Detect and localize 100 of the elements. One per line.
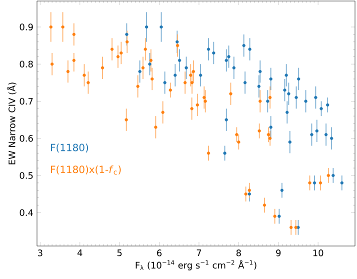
point xyxy=(284,74,288,77)
x-tick-label: 5 xyxy=(117,250,122,256)
point xyxy=(262,204,266,207)
point xyxy=(318,181,322,184)
point xyxy=(258,100,262,103)
point xyxy=(310,133,314,136)
point xyxy=(168,88,172,92)
point xyxy=(190,107,194,110)
point xyxy=(161,110,164,114)
point xyxy=(315,129,318,133)
point xyxy=(294,226,298,230)
point xyxy=(248,48,252,51)
y-axis-title: EW Narrow CIV (Å) xyxy=(6,82,16,164)
point xyxy=(189,74,192,77)
point xyxy=(244,192,248,196)
point xyxy=(223,152,226,155)
point xyxy=(184,66,188,70)
point xyxy=(100,66,104,70)
point xyxy=(312,181,316,184)
point xyxy=(110,48,114,51)
point xyxy=(326,174,330,178)
point xyxy=(150,77,154,81)
point xyxy=(248,192,251,196)
point xyxy=(126,40,129,44)
x-tick-label: 7 xyxy=(196,250,202,256)
y-tick-label: 0.9 xyxy=(20,24,33,30)
point xyxy=(176,40,179,44)
point xyxy=(232,66,236,70)
y-tick-label: 0.6 xyxy=(20,134,33,142)
point xyxy=(248,188,251,192)
y-tick-label: 0.5 xyxy=(20,172,33,179)
x-tick-label: 9 xyxy=(276,250,281,256)
point xyxy=(304,100,308,103)
x-tick-label: 10 xyxy=(313,250,324,256)
point xyxy=(273,214,276,218)
point xyxy=(229,92,232,96)
point xyxy=(289,226,293,230)
point xyxy=(266,100,270,103)
point xyxy=(141,66,145,70)
y-tick-label: 0.8 xyxy=(20,60,33,68)
point xyxy=(49,25,52,29)
point xyxy=(202,96,206,100)
point xyxy=(269,126,272,129)
point xyxy=(116,55,120,58)
y-tick-label: 0.7 xyxy=(20,98,33,105)
point xyxy=(50,62,54,66)
y-tick-label: 0.4 xyxy=(20,209,33,216)
point xyxy=(125,32,128,36)
point xyxy=(72,32,76,36)
point xyxy=(212,51,216,55)
x-tick-label: 4 xyxy=(77,250,82,256)
point xyxy=(280,188,284,192)
point xyxy=(86,81,90,84)
point xyxy=(286,110,289,114)
point xyxy=(296,226,300,230)
point xyxy=(224,118,228,122)
point xyxy=(340,181,344,184)
x-tick-label: 8 xyxy=(236,250,241,256)
point xyxy=(314,96,318,100)
point xyxy=(235,133,238,136)
point xyxy=(224,58,228,62)
point xyxy=(154,126,158,129)
point xyxy=(287,92,290,96)
text: F(1180) xyxy=(51,144,88,152)
point xyxy=(204,100,207,103)
point xyxy=(326,103,330,107)
point xyxy=(330,136,334,140)
point xyxy=(72,58,76,62)
point xyxy=(149,58,153,62)
point xyxy=(283,88,286,92)
point xyxy=(332,174,335,178)
point xyxy=(190,81,194,84)
point xyxy=(308,181,312,184)
point xyxy=(297,77,300,81)
x-tick-label: 6 xyxy=(157,250,162,256)
point xyxy=(266,133,270,136)
point xyxy=(257,84,261,88)
point xyxy=(82,74,86,77)
point xyxy=(258,70,262,74)
point xyxy=(120,51,123,55)
text: F$_{λ}$ (10$^{−14}$ erg s$^{−1}$ cm$^{−2}$ Å$^{−1}$) xyxy=(136,260,256,270)
point xyxy=(206,48,210,51)
point xyxy=(237,140,240,144)
point xyxy=(66,70,70,74)
point xyxy=(268,96,272,100)
point xyxy=(176,44,180,48)
point xyxy=(294,96,298,100)
point xyxy=(258,129,261,133)
point xyxy=(138,70,142,74)
point xyxy=(61,25,64,29)
point xyxy=(136,84,140,88)
point xyxy=(163,81,166,84)
point xyxy=(183,81,187,84)
point xyxy=(278,214,281,218)
text: F(1180)x(1-f$_{c}$) xyxy=(51,165,121,175)
point xyxy=(320,107,323,110)
point xyxy=(144,48,147,51)
point xyxy=(288,140,292,144)
x-tick-label: 3 xyxy=(38,250,42,256)
point xyxy=(243,81,247,84)
